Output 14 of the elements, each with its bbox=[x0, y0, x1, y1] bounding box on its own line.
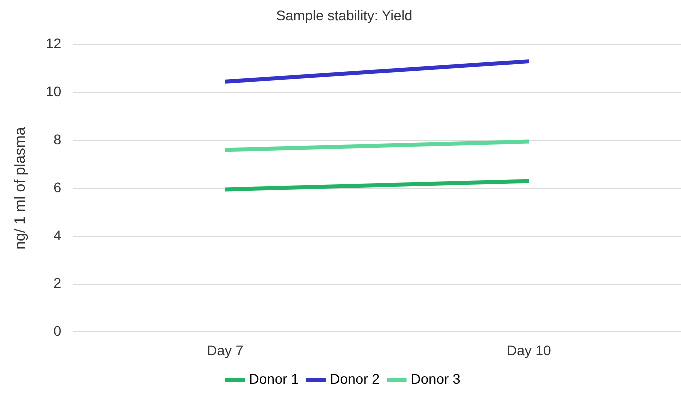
y-tick-label: 2 bbox=[54, 275, 62, 292]
legend-label: Donor 3 bbox=[410, 370, 461, 387]
x-tick-label: Day 10 bbox=[506, 342, 552, 358]
y-tick-label: 12 bbox=[46, 36, 62, 52]
legend-label: Donor 2 bbox=[330, 370, 380, 387]
y-tick-label: 0 bbox=[54, 323, 62, 340]
y-axis-title: ng/ 1 ml of plasma bbox=[12, 126, 30, 250]
x-tick-label: Day 7 bbox=[207, 342, 244, 358]
y-tick-label: 4 bbox=[54, 227, 62, 244]
legend-label: Donor 1 bbox=[249, 370, 300, 387]
y-tick-label: 6 bbox=[54, 179, 62, 196]
chart-title: Sample stability: Yield bbox=[276, 7, 413, 24]
y-tick-label: 10 bbox=[46, 84, 62, 100]
y-tick-label: 8 bbox=[54, 131, 62, 148]
